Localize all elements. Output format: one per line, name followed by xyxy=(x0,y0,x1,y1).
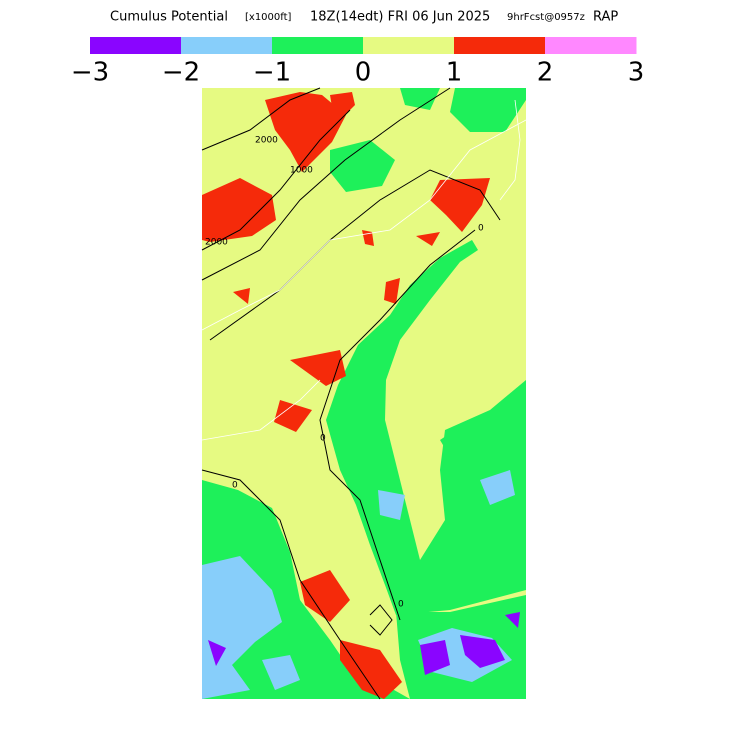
colorbar-label: 3 xyxy=(628,58,645,88)
title-time: 18Z(14edt) FRI 06 Jun 2025 xyxy=(310,10,490,25)
contour-label: 2000 xyxy=(255,136,278,146)
contour-label: 2000 xyxy=(205,238,228,248)
colorbar-label: −2 xyxy=(162,58,200,88)
map: 2000 1000 2000 0 0 0 0 xyxy=(201,87,527,700)
boundaries xyxy=(201,99,527,441)
colorbar-swatch xyxy=(545,37,637,54)
contour-label: 0 xyxy=(232,481,238,491)
contour-lines xyxy=(201,87,501,700)
colorbar-swatch xyxy=(454,37,546,54)
purple-regions xyxy=(208,612,520,675)
colorbar-swatch xyxy=(272,37,364,54)
contour-label: 0 xyxy=(478,224,484,234)
title-model: RAP xyxy=(593,10,618,25)
contour-label: 1000 xyxy=(290,166,313,176)
colorbar-label: 2 xyxy=(537,58,554,88)
colorbar-label: 1 xyxy=(446,58,463,88)
contour-labels: 2000 1000 2000 0 0 0 0 xyxy=(205,136,484,610)
title-forecast: 9hrFcst@0957z xyxy=(507,12,585,23)
colorbar-swatch xyxy=(363,37,455,54)
colorbar-label: −3 xyxy=(71,58,109,88)
colorbar-swatch xyxy=(90,37,182,54)
green-regions xyxy=(202,88,526,699)
contour-label: 0 xyxy=(320,434,326,444)
red-regions xyxy=(202,92,490,699)
title-name: Cumulus Potential xyxy=(110,10,228,25)
contour-label: 0 xyxy=(398,600,404,610)
colorbar: −3 −2 −1 0 1 2 3 xyxy=(71,37,644,88)
colorbar-label: 0 xyxy=(355,58,372,88)
title: Cumulus Potential [x1000ft] 18Z(14edt) F… xyxy=(110,10,618,25)
colorbar-swatch xyxy=(181,37,273,54)
colorbar-label: −1 xyxy=(253,58,291,88)
title-units: [x1000ft] xyxy=(245,12,292,23)
